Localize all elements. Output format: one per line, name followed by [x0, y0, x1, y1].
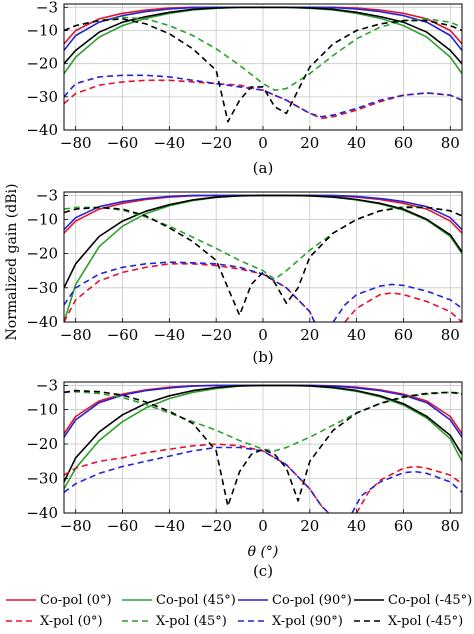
- shared-y-axis-title: Normalized gain (dBi): [4, 184, 20, 341]
- y-tick-label: −40: [26, 504, 58, 522]
- series-line-x-pol-90-right: [332, 283, 462, 322]
- y-tick-label: −3: [36, 376, 58, 394]
- y-tick-label: −3: [36, 186, 58, 204]
- x-tick-label: 60: [394, 517, 413, 535]
- y-tick-label: −30: [26, 279, 58, 297]
- y-tick-label: −20: [26, 245, 58, 263]
- legend-item: Co-pol (0°): [6, 593, 112, 608]
- x-tick-label: −60: [107, 134, 139, 152]
- panel-label: (c): [253, 562, 273, 580]
- legend-label: Co-pol (0°): [40, 593, 112, 608]
- x-tick-label: 80: [441, 326, 460, 344]
- legend-label: Co-pol (90°): [272, 593, 352, 608]
- y-tick-label: −30: [26, 88, 58, 106]
- series-line-x-pol-0-right: [344, 292, 462, 322]
- series-line-x-pol-0-right: [355, 465, 462, 513]
- panels: −80 −60 −40 −20 0 20 40 60 80−3−10−20−30−40(a)−8…: [26, 0, 463, 580]
- legend-item: Co-pol (90°): [238, 593, 352, 608]
- x-tick-label: −40: [154, 326, 186, 344]
- y-tick-label: −10: [26, 22, 58, 40]
- x-tick-label: −40: [154, 134, 186, 152]
- series-line-co-pol-45: [64, 194, 462, 289]
- y-tick-label: −20: [26, 435, 58, 453]
- x-tick-label: −60: [107, 517, 139, 535]
- y-tick-label: −10: [26, 210, 58, 228]
- x-tick-label: −60: [107, 326, 139, 344]
- panel-c: −80 −60 −40 −20 0 20 40 60 80 −3 −10 −20 −30 −40 θ (°)…: [26, 376, 463, 580]
- legend: Co-pol (0°) X-pol (0°) Co-pol (45°) X-pol (…: [6, 593, 472, 629]
- legend-item: X-pol (-45°): [354, 614, 463, 629]
- y-tick-label: −10: [26, 401, 58, 419]
- x-tick-label: 0: [258, 134, 268, 152]
- x-tick-label: 80: [441, 517, 460, 535]
- legend-label: X-pol (0°): [40, 614, 103, 629]
- panel-b: −80 −60 −40 −20 0 20 40 60 80 −3 −10 −20 −30 −40 (b): [26, 186, 463, 366]
- series-line-co-pol-45: [64, 6, 462, 65]
- series-line-x-pol-45: [64, 390, 462, 452]
- x-tick-label: −80: [60, 517, 92, 535]
- legend-item: Co-pol (-45°): [354, 593, 472, 608]
- series-line-x-pol-0: [64, 443, 330, 513]
- legend-item: X-pol (45°): [122, 614, 227, 629]
- x-tick-label: −20: [200, 517, 232, 535]
- x-tick-label: −40: [154, 517, 186, 535]
- x-tick-label: 20: [300, 134, 319, 152]
- y-tick-label: −40: [26, 313, 58, 331]
- series-line-x-pol-90-right: [351, 470, 462, 513]
- series-line-x-pol-45: [64, 16, 462, 91]
- legend-label: X-pol (45°): [156, 614, 227, 629]
- series-line-x-pol-45: [64, 389, 462, 507]
- y-tick-label: −20: [26, 55, 58, 73]
- legend-item: X-pol (0°): [6, 614, 103, 629]
- x-tick-label: 0: [258, 517, 268, 535]
- x-tick-label: −20: [200, 326, 232, 344]
- series-group: [64, 6, 462, 123]
- series-line-x-pol-90: [64, 74, 462, 118]
- x-tick-label: 40: [347, 326, 366, 344]
- legend-label: Co-pol (45°): [156, 593, 236, 608]
- x-tick-label: 40: [347, 134, 366, 152]
- x-tick-label: 60: [394, 326, 413, 344]
- legend-label: Co-pol (-45°): [388, 593, 472, 608]
- series-group: [64, 384, 462, 513]
- x-tick-label: 80: [441, 134, 460, 152]
- x-tick-label: 20: [300, 517, 319, 535]
- x-tick-label: −80: [60, 134, 92, 152]
- x-tick-label: 20: [300, 326, 319, 344]
- x-tick-label: 40: [347, 517, 366, 535]
- series-line-x-pol-0: [64, 262, 316, 322]
- panel-label: (a): [253, 159, 274, 177]
- legend-item: X-pol (90°): [238, 614, 343, 629]
- series-group: [64, 194, 462, 322]
- panel-label: (b): [252, 348, 273, 366]
- x-tick-label: 0: [258, 326, 268, 344]
- x-axis-title: θ (°): [248, 544, 279, 560]
- legend-label: X-pol (-45°): [388, 614, 463, 629]
- x-tick-label: −20: [200, 134, 232, 152]
- y-tick-label: −30: [26, 470, 58, 488]
- series-line-x-pol-45: [64, 206, 462, 317]
- x-tick-label: 60: [394, 134, 413, 152]
- x-tick-label: −80: [60, 326, 92, 344]
- series-line-x-pol-90: [64, 261, 316, 322]
- series-line-co-pol-45: [64, 384, 462, 483]
- legend-label: X-pol (90°): [272, 614, 343, 629]
- legend-item: Co-pol (45°): [122, 593, 236, 608]
- series-line-x-pol-90: [64, 446, 330, 513]
- y-tick-label: −40: [26, 121, 58, 139]
- y-tick-label: −3: [36, 0, 58, 16]
- series-line-x-pol-45: [64, 18, 462, 123]
- panel-a: −80 −60 −40 −20 0 20 40 60 80 −3 −10 −20 −30 −40 (a): [26, 0, 463, 177]
